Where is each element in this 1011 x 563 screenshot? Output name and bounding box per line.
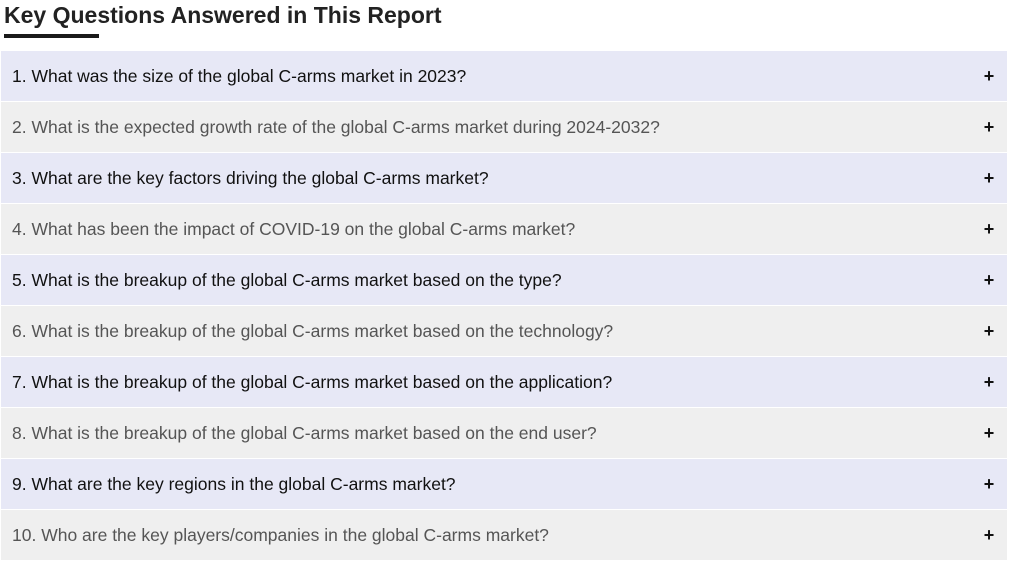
- faq-item-4[interactable]: 4. What has been the impact of COVID-19 …: [1, 204, 1007, 254]
- page-title: Key Questions Answered in This Report: [4, 2, 442, 28]
- faq-question: 5. What is the breakup of the global C-a…: [12, 269, 562, 290]
- faq-item-10[interactable]: 10. Who are the key players/companies in…: [1, 510, 1007, 560]
- faq-item-9[interactable]: 9. What are the key regions in the globa…: [1, 459, 1007, 509]
- faq-accordion: 1. What was the size of the global C-arm…: [1, 51, 1007, 561]
- faq-item-2[interactable]: 2. What is the expected growth rate of t…: [1, 102, 1007, 152]
- plus-icon[interactable]: +: [983, 269, 995, 290]
- title-underline: [4, 34, 99, 38]
- faq-item-5[interactable]: 5. What is the breakup of the global C-a…: [1, 255, 1007, 305]
- faq-question: 1. What was the size of the global C-arm…: [12, 65, 467, 86]
- section-header: Key Questions Answered in This Report: [4, 0, 442, 30]
- plus-icon[interactable]: +: [983, 320, 995, 341]
- plus-icon[interactable]: +: [983, 371, 995, 392]
- plus-icon[interactable]: +: [983, 116, 995, 137]
- faq-question: 9. What are the key regions in the globa…: [12, 473, 456, 494]
- faq-item-8[interactable]: 8. What is the breakup of the global C-a…: [1, 408, 1007, 458]
- faq-question: 4. What has been the impact of COVID-19 …: [12, 218, 576, 239]
- plus-icon[interactable]: +: [983, 422, 995, 443]
- plus-icon[interactable]: +: [983, 218, 995, 239]
- plus-icon[interactable]: +: [983, 167, 995, 188]
- faq-item-1[interactable]: 1. What was the size of the global C-arm…: [1, 51, 1007, 101]
- plus-icon[interactable]: +: [983, 65, 995, 86]
- faq-question: 8. What is the breakup of the global C-a…: [12, 422, 597, 443]
- faq-question: 7. What is the breakup of the global C-a…: [12, 371, 613, 392]
- faq-item-6[interactable]: 6. What is the breakup of the global C-a…: [1, 306, 1007, 356]
- faq-question: 2. What is the expected growth rate of t…: [12, 116, 660, 137]
- plus-icon[interactable]: +: [983, 524, 995, 545]
- plus-icon[interactable]: +: [983, 473, 995, 494]
- faq-question: 6. What is the breakup of the global C-a…: [12, 320, 614, 341]
- faq-question: 10. Who are the key players/companies in…: [12, 524, 549, 545]
- faq-item-7[interactable]: 7. What is the breakup of the global C-a…: [1, 357, 1007, 407]
- faq-question: 3. What are the key factors driving the …: [12, 167, 489, 188]
- faq-item-3[interactable]: 3. What are the key factors driving the …: [1, 153, 1007, 203]
